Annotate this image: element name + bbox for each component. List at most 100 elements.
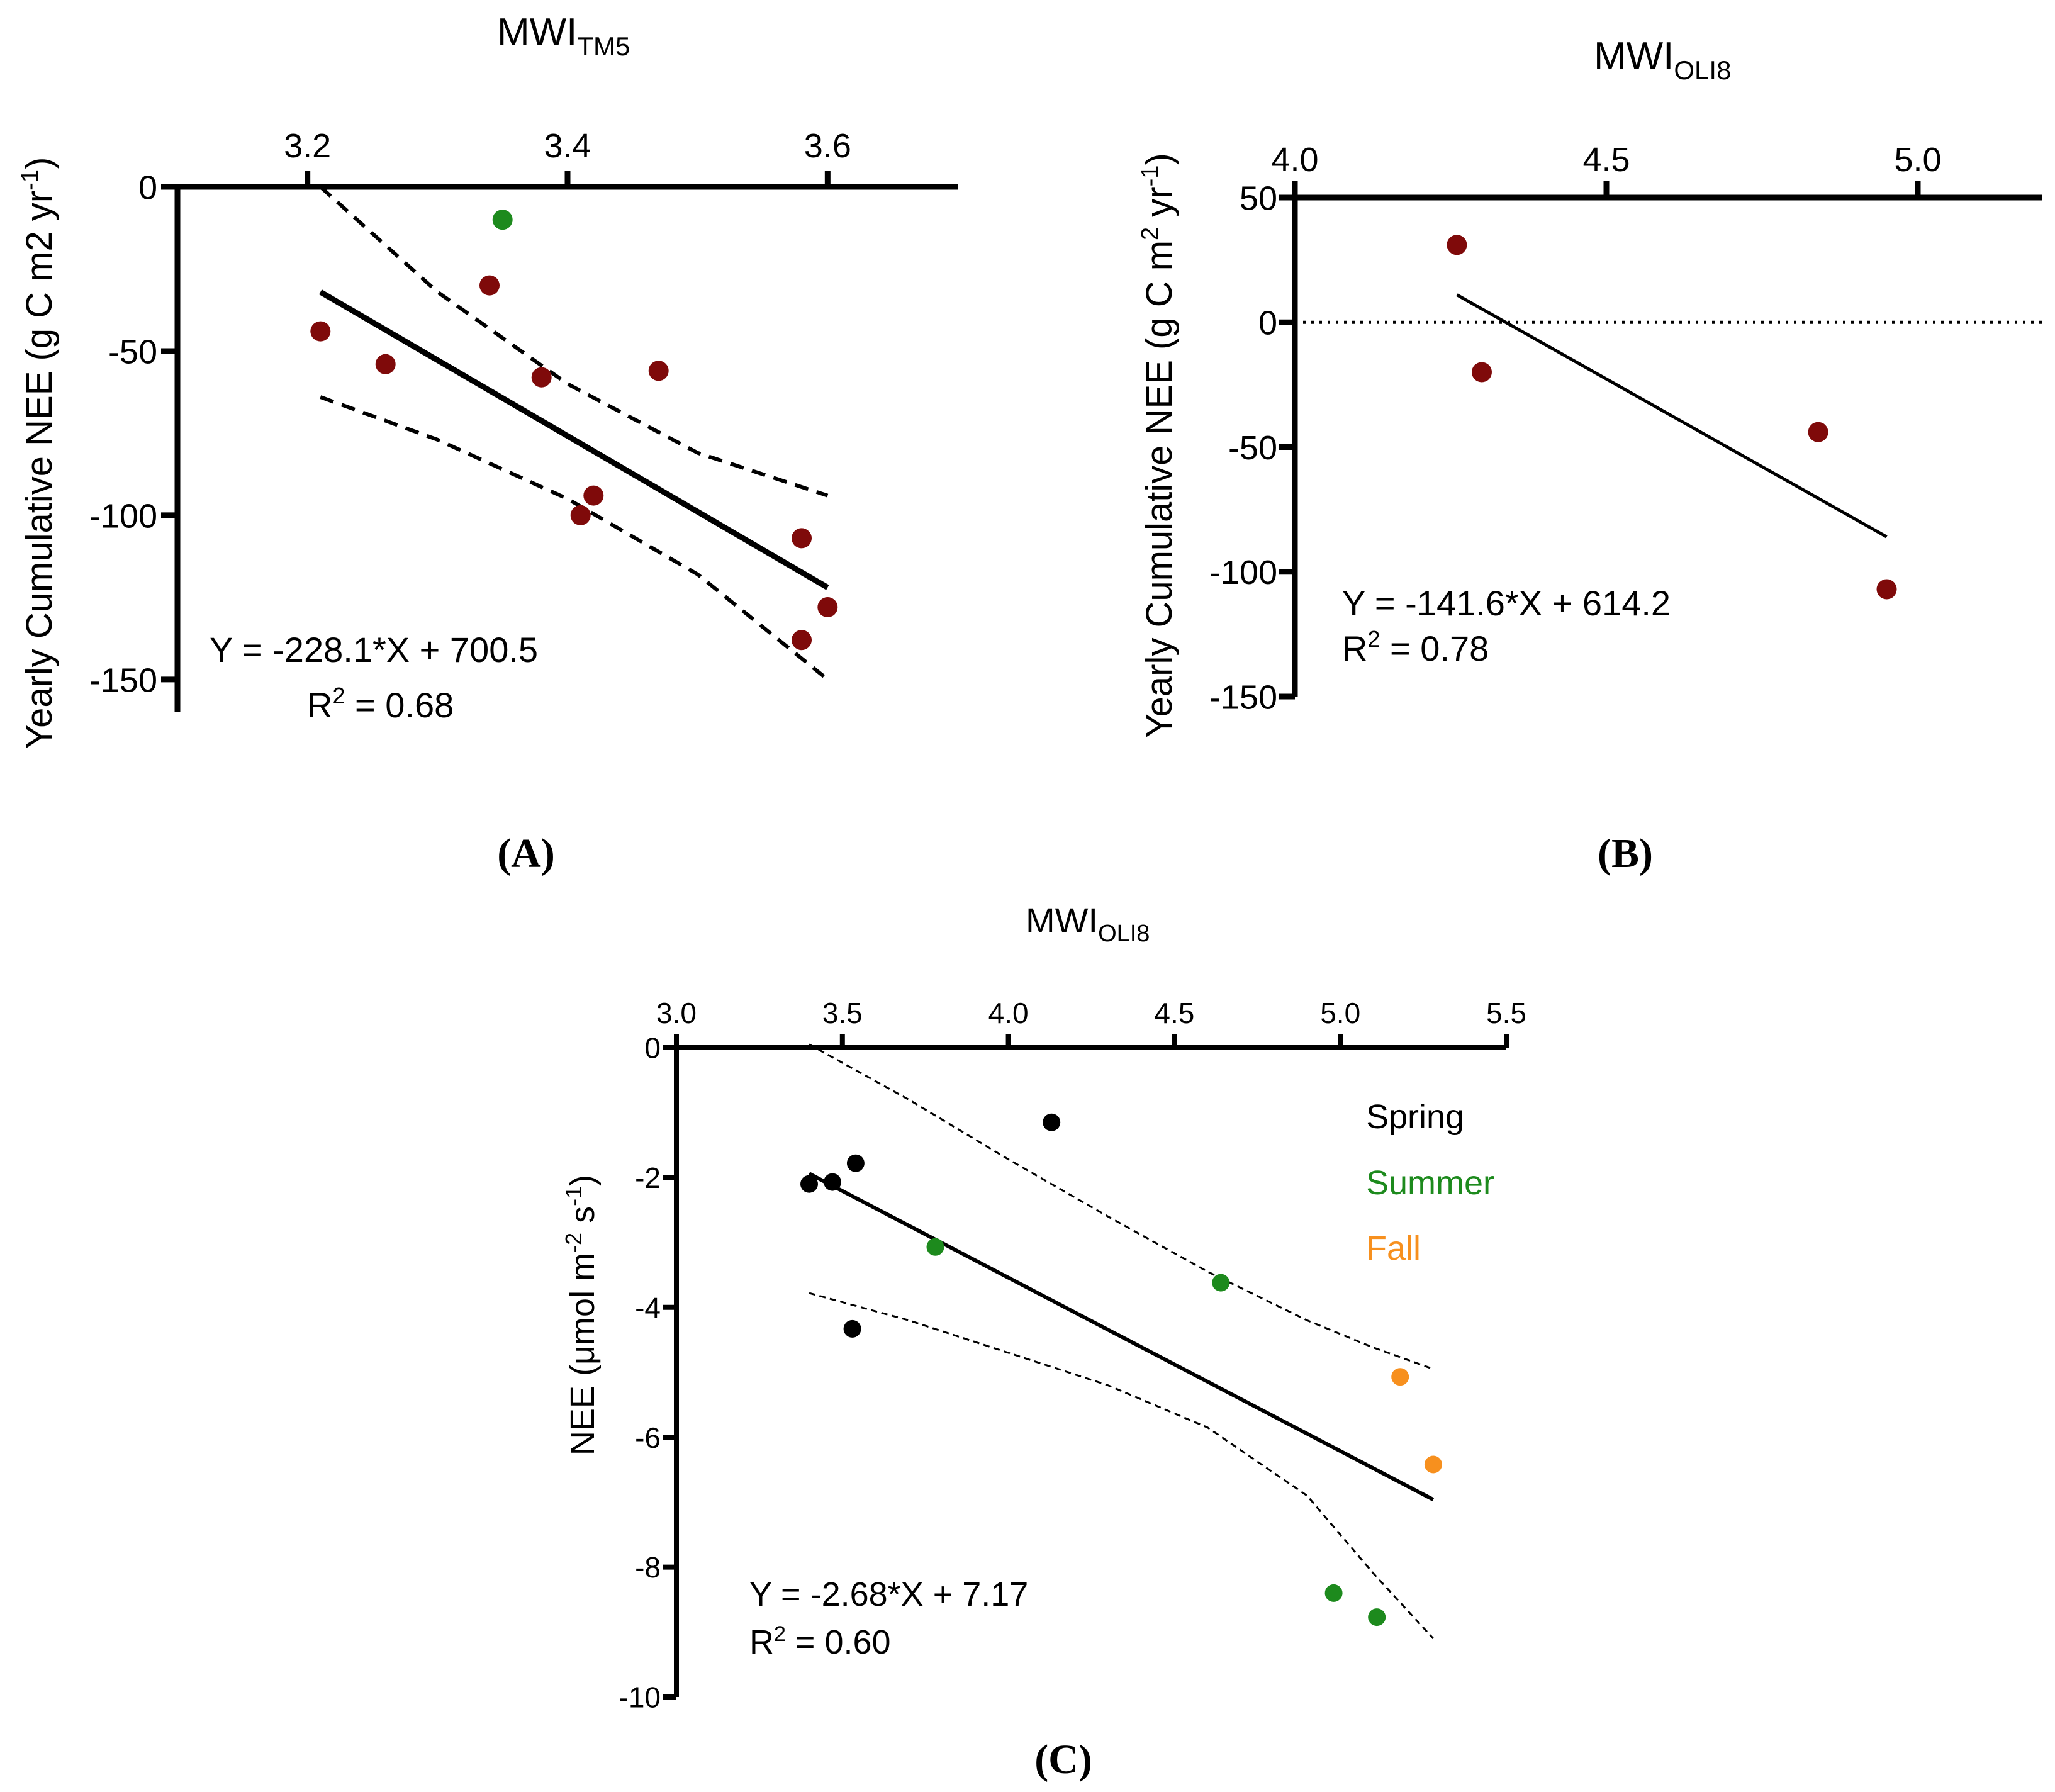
panel-a-ylabel-text: Yearly Cumulative NEE (g C m2 yr (19, 191, 60, 749)
panel-a-data-point (792, 528, 812, 549)
panel-a-chart: 3.2 3.4 3.6 0 -50 -100 -150 MWITM5 Yearly Cumu… (17, 11, 958, 876)
panel-b-ylabel-sup1: 2 (1137, 227, 1163, 240)
panel-b-y-tick-label: -50 (1228, 429, 1277, 467)
panel-c-x-tick-label: 5.5 (1486, 997, 1526, 1029)
panel-b-title-sub: OLI8 (1674, 55, 1731, 85)
panel-a-data-point (531, 367, 552, 388)
panel-b-y-axis-label: Yearly Cumulative NEE (g C m2 yr-1) (1137, 153, 1180, 738)
panel-a-r2: R2 = 0.68 (307, 683, 454, 725)
panel-c-ylabel-mid: s (564, 1206, 602, 1233)
panel-a-y-tick-label: -50 (108, 333, 157, 371)
panel-c-data-point (1212, 1274, 1230, 1292)
panel-a-ylabel-sup: -1 (17, 169, 43, 191)
panel-a-r2-prefix: R (307, 685, 332, 725)
panel-b-y-tick-label: 0 (1258, 305, 1277, 342)
panel-c-data-point (1424, 1455, 1442, 1474)
panel-c-chart: 3.0 3.5 4.0 4.5 5.0 5.5 0 -2 -4 -6 -8 -10 MWIOLI8 N… (561, 900, 1526, 1783)
panel-a-x-tick-label: 3.2 (284, 127, 331, 165)
panel-c-legend: Spring Summer Fall (1366, 1098, 1494, 1267)
panel-c-x-tick-label: 5.0 (1320, 997, 1360, 1029)
panel-c-data-point (1043, 1113, 1061, 1131)
panel-c-x-tick-label: 4.5 (1154, 997, 1194, 1029)
panel-b-r2-value: = 0.78 (1380, 629, 1489, 668)
panel-a-ylabel-end: ) (19, 157, 60, 169)
panel-c-y-tick-label: -8 (635, 1551, 661, 1584)
panel-a-ci-upper (319, 185, 829, 498)
panel-b-data-point (1808, 422, 1828, 442)
panel-b-x-tick-label: 5.0 (1894, 141, 1941, 179)
panel-c-y-tick-label: -4 (635, 1291, 661, 1324)
panel-c-data-point (1368, 1608, 1386, 1627)
panel-b-data-point (1447, 235, 1467, 255)
panel-a-y-axis-label: Yearly Cumulative NEE (g C m2 yr-1) (17, 157, 60, 749)
panel-a-y-tick-label: -150 (89, 661, 157, 699)
panel-a-r2-value: = 0.68 (345, 685, 454, 725)
panel-c-ci-lower (809, 1292, 1435, 1640)
panel-b-title-main: MWI (1594, 35, 1674, 78)
panel-b-x-tick-label: 4.0 (1271, 141, 1318, 179)
panel-a-x-tick-label: 3.6 (804, 127, 851, 165)
panel-a-label: (A) (497, 831, 555, 876)
panel-c-label: (C) (1034, 1737, 1092, 1783)
panel-c-data-point (846, 1154, 865, 1172)
panel-b-regression-line (1456, 293, 1888, 539)
panel-c-r2-prefix: R (749, 1623, 774, 1661)
panel-c-ylabel-end: ) (564, 1175, 602, 1186)
panel-c-title: MWIOLI8 (1026, 900, 1150, 947)
panel-c-y-tick-label: -6 (635, 1421, 661, 1454)
panel-c-ylabel-sup1: -2 (561, 1233, 586, 1253)
panel-c-data-point (824, 1173, 841, 1191)
panel-c-r2: R2 = 0.60 (749, 1622, 891, 1661)
panel-b-ylabel-sup2: -1 (1137, 165, 1163, 187)
panel-a-data-point (479, 275, 500, 296)
panel-b-data-point (1876, 579, 1897, 600)
panel-c-r2-value: = 0.60 (786, 1623, 891, 1661)
panel-b-r2-sup: 2 (1367, 626, 1380, 652)
panel-a-title-main: MWI (497, 11, 577, 54)
panel-a-data-point (792, 630, 812, 651)
panel-c-ci-upper (809, 1043, 1434, 1370)
panel-b-equation: Y = -141.6*X + 614.2 (1342, 583, 1671, 623)
panel-a-data-point (648, 361, 669, 381)
panel-a-title: MWITM5 (497, 11, 630, 61)
panel-b-x-tick-label: 4.5 (1582, 141, 1630, 179)
panel-c-y-tick-label: -10 (619, 1681, 661, 1714)
panel-b-y-tick-label: -150 (1209, 678, 1277, 716)
panel-b-y-tick-label: -100 (1209, 554, 1277, 591)
panel-c-regression-line (808, 1172, 1435, 1501)
legend-summer: Summer (1366, 1164, 1494, 1202)
panel-c-data-point (1391, 1368, 1409, 1386)
panel-b-label: (B) (1598, 831, 1653, 876)
panel-a-data-point (310, 321, 331, 342)
panel-c-title-sub: OLI8 (1098, 921, 1150, 947)
panel-a-data-point (570, 505, 591, 525)
panel-c-data-point (800, 1175, 818, 1193)
panel-b-ylabel-text: Yearly Cumulative NEE (g C m (1139, 240, 1180, 738)
panel-b-ylabel-end: ) (1139, 153, 1180, 165)
panel-b-r2: R2 = 0.78 (1342, 626, 1489, 668)
panel-b-title: MWIOLI8 (1594, 35, 1731, 85)
legend-fall: Fall (1366, 1229, 1421, 1267)
panel-b-chart: 4.0 4.5 5.0 50 0 -50 -100 -150 MWIOLI8 Yearly C… (1137, 35, 2042, 876)
panel-c-equation: Y = -2.68*X + 7.17 (749, 1576, 1028, 1613)
panel-a-r2-sup: 2 (332, 683, 345, 708)
panel-a-x-tick-label: 3.4 (544, 127, 591, 165)
panel-b-r2-prefix: R (1342, 629, 1367, 668)
panel-c-y-tick-label: -2 (635, 1162, 661, 1194)
panel-a-data-point (583, 485, 604, 506)
panel-b-ylabel-mid: yr (1139, 186, 1180, 227)
panel-a-regression-line (319, 289, 829, 590)
panel-c-data-point (1324, 1584, 1343, 1602)
panel-a-data-point (817, 597, 838, 617)
panel-a-data-point (492, 210, 513, 230)
panel-b-y-tick-label: 50 (1240, 179, 1277, 217)
panel-a-y-tick-label: 0 (138, 169, 157, 206)
panel-c-y-axis-label: NEE (μmol m-2 s-1) (561, 1175, 602, 1455)
panel-c-ylabel-sup2: -1 (561, 1186, 586, 1206)
panel-c-title-main: MWI (1026, 900, 1098, 940)
panel-c-r2-sup: 2 (774, 1622, 786, 1646)
panel-a-data-point (375, 354, 396, 374)
panel-a-title-sub: TM5 (577, 31, 630, 61)
panel-c-y-tick-label: 0 (644, 1032, 661, 1065)
panel-a-equation: Y = -228.1*X + 700.5 (210, 630, 538, 669)
